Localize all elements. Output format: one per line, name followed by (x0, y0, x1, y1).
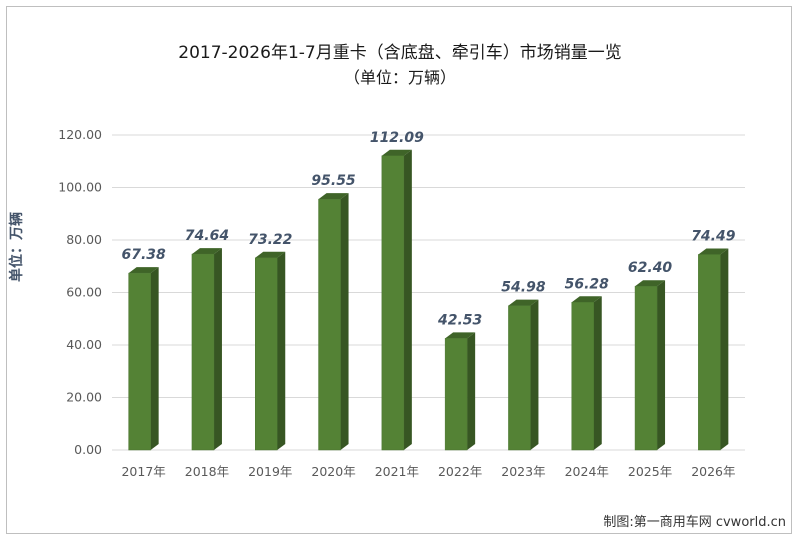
x-tick-label: 2021年 (375, 464, 419, 479)
data-label: 62.40 (628, 260, 673, 276)
y-tick-label: 20.00 (66, 390, 102, 405)
y-tick-label: 120.00 (58, 127, 102, 142)
x-tick-label: 2020年 (311, 464, 355, 479)
data-label: 74.64 (185, 228, 229, 244)
data-label: 54.98 (501, 280, 546, 296)
x-tick-label: 2019年 (248, 464, 292, 479)
bar-2019年 (255, 251, 286, 451)
bar-2024年 (571, 296, 602, 451)
bar-2018年 (191, 248, 222, 451)
x-tick-label: 2018年 (185, 464, 229, 479)
chart-title: 2017-2026年1-7月重卡（含底盘、牵引车）市场销量一览 (178, 43, 622, 63)
y-tick-label: 0.00 (74, 442, 102, 457)
data-label: 73.22 (248, 232, 292, 248)
y-tick-label: 40.00 (66, 337, 102, 352)
bar-2021年 (381, 149, 412, 451)
credit-text: 制图:第一商用车网 cvworld.cn (603, 515, 786, 530)
x-tick-label: 2025年 (628, 464, 672, 479)
data-label: 56.28 (565, 276, 610, 292)
y-tick-label: 60.00 (66, 285, 102, 300)
y-tick-label: 100.00 (58, 180, 102, 195)
data-label: 42.53 (437, 312, 482, 328)
x-tick-label: 2022年 (438, 464, 482, 479)
bar-2025年 (634, 280, 666, 451)
bar-2017年 (128, 267, 159, 451)
chart-subtitle: （单位：万辆） (343, 68, 456, 87)
x-tick-label: 2017年 (121, 464, 165, 479)
data-label: 112.09 (370, 130, 424, 146)
x-tick-label: 2024年 (565, 464, 609, 479)
x-tick-label: 2023年 (501, 464, 545, 479)
bar-2020年 (318, 193, 349, 451)
y-tick-label: 80.00 (66, 232, 102, 247)
bar-2022年 (444, 332, 476, 451)
x-tick-label: 2026年 (691, 464, 735, 479)
bar-2023年 (508, 299, 539, 451)
data-label: 74.49 (691, 228, 736, 244)
data-label: 67.38 (122, 247, 167, 263)
data-label: 95.55 (311, 173, 356, 189)
bar-2026年 (698, 248, 729, 451)
